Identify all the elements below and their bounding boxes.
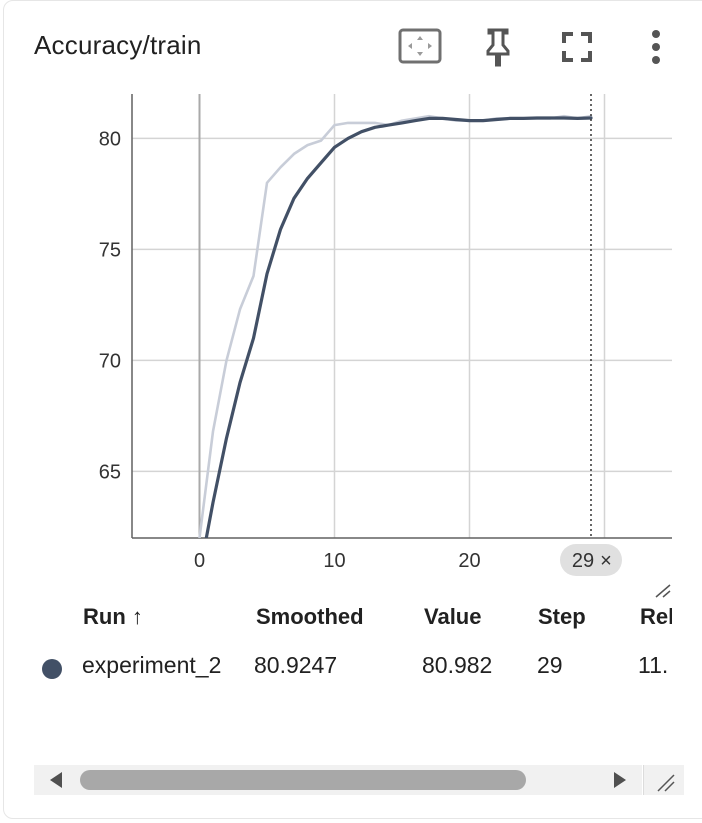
x-tick-label: 10 xyxy=(323,550,345,572)
hover-close-icon[interactable]: × xyxy=(600,550,612,572)
y-tick-label: 80 xyxy=(99,128,121,150)
x-tick-label: 0 xyxy=(194,550,205,572)
y-tick-label: 70 xyxy=(99,350,121,372)
col-header-relative[interactable]: Rel xyxy=(640,604,672,629)
fit-domain-icon xyxy=(398,28,442,64)
col-header-smoothed[interactable]: Smoothed xyxy=(256,604,364,629)
scroll-thumb[interactable] xyxy=(80,770,526,790)
cell-smoothed: 80.9247 xyxy=(254,652,338,678)
resize-handle-icon[interactable] xyxy=(654,583,672,599)
cell-relative: 11. xyxy=(638,652,669,678)
cell-run: experiment_2 xyxy=(82,652,222,678)
hover-step-badge[interactable] xyxy=(560,544,622,576)
scroll-corner xyxy=(643,765,684,795)
col-header-step[interactable]: Step xyxy=(538,604,586,629)
horizontal-scrollbar[interactable] xyxy=(34,765,642,795)
series-line-smoothed[interactable] xyxy=(204,116,593,538)
more-vert-icon xyxy=(652,30,660,64)
pin-button[interactable] xyxy=(476,25,520,69)
cell-value: 80.982 xyxy=(422,652,493,678)
col-header-run[interactable]: Run ↑ xyxy=(83,604,143,629)
scroll-left-icon[interactable] xyxy=(50,772,62,788)
scroll-right-icon[interactable] xyxy=(614,772,626,788)
cell-step: 29 xyxy=(537,652,563,678)
line-chart[interactable]: 65 70 75 80 0 10 20 29 × xyxy=(0,80,702,590)
table-clip: Run ↑ Smoothed Value Step Rel experiment… xyxy=(42,604,672,679)
card-frame xyxy=(3,0,702,819)
fullscreen-icon xyxy=(562,32,592,62)
corner-resize-icon[interactable] xyxy=(656,773,676,793)
hover-step-label: 29 xyxy=(572,550,594,572)
x-tick-label: 20 xyxy=(458,550,480,572)
pin-icon xyxy=(486,28,510,67)
more-options-button[interactable] xyxy=(634,25,678,69)
fit-domain-button[interactable] xyxy=(398,25,442,69)
card-title: Accuracy/train xyxy=(34,30,202,60)
y-tick-label: 75 xyxy=(99,239,121,261)
col-header-value[interactable]: Value xyxy=(424,604,482,629)
run-color-dot xyxy=(42,659,62,679)
y-tick-label: 65 xyxy=(99,461,121,483)
fullscreen-button[interactable] xyxy=(555,25,599,69)
